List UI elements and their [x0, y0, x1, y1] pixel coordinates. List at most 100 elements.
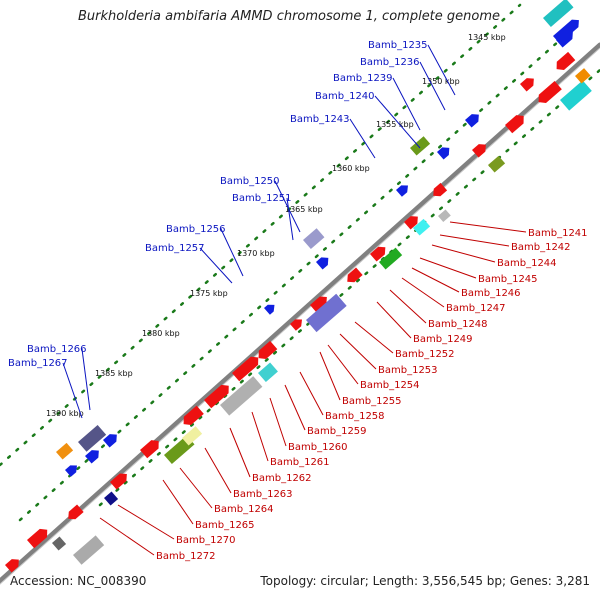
navy-block [104, 491, 119, 506]
red-gene-arrow [538, 80, 562, 104]
red-gene-arrow [347, 267, 363, 283]
feature-block [73, 535, 105, 565]
gene-arrow [264, 304, 275, 315]
red-gene-arrow [370, 246, 386, 262]
green-block [379, 247, 403, 270]
feature-block [303, 228, 325, 250]
grey-block [73, 535, 105, 565]
reverse-leader-line [411, 267, 460, 293]
cyan-block [413, 218, 431, 236]
reverse-leader-line [376, 301, 412, 339]
blue-gene-arrow [65, 465, 78, 477]
gene-arrow [538, 80, 562, 104]
reverse-gene-label: Bamb_1270 [176, 535, 236, 546]
red-gene-arrow [556, 51, 576, 71]
blue-gene-arrow [465, 114, 479, 128]
gene-arrow [103, 434, 117, 448]
topology-text: Topology: circular; Length: 3,556,545 bp… [260, 574, 590, 588]
reverse-leader-line [389, 289, 427, 324]
scale-tick-label: 1370 kbp [237, 249, 275, 258]
reverse-gene-label: Bamb_1258 [325, 411, 385, 422]
red-gene-arrow [258, 340, 278, 360]
grey-block [438, 209, 451, 223]
olive-block [488, 155, 506, 173]
reverse-leader-line [354, 321, 394, 354]
forward-leader-line [220, 228, 244, 277]
reverse-gene-label: Bamb_1245 [478, 274, 538, 285]
forward-leader-line [199, 247, 233, 284]
gene-arrow [258, 340, 278, 360]
reverse-leader-line [284, 384, 306, 431]
gene-arrow [472, 144, 486, 158]
blue-gene-arrow [437, 147, 450, 160]
gene-arrow [465, 114, 479, 128]
accession-text: Accession: NC_008390 [10, 574, 147, 588]
features [5, 0, 592, 573]
purple-block [78, 424, 107, 452]
red-gene-arrow [183, 405, 204, 426]
scale-tick-label: 1360 kbp [332, 164, 370, 173]
red-gene-arrow [520, 78, 534, 92]
gene-arrow [556, 31, 573, 48]
gene-arrow [370, 246, 386, 262]
red-gene-arrow [5, 559, 19, 573]
reverse-gene-label: Bamb_1263 [233, 489, 293, 500]
forward-leader-line [81, 348, 91, 411]
reverse-leader-line [229, 427, 251, 478]
reverse-leader-line [431, 244, 496, 263]
forward-gene-label: Bamb_1235 [368, 40, 428, 51]
reverse-leader-line [401, 277, 445, 308]
gene-arrow [232, 356, 259, 382]
reverse-gene-label: Bamb_1260 [288, 442, 348, 453]
forward-gene-label: Bamb_1236 [360, 57, 420, 68]
gene-arrow [85, 450, 99, 464]
gene-arrow [520, 78, 534, 92]
feature-block [488, 155, 506, 173]
gene-arrow [68, 504, 84, 520]
red-gene-arrow [110, 473, 127, 490]
red-gene-arrow [404, 216, 418, 230]
gene-arrow [556, 51, 576, 71]
blue-gene-arrow [396, 185, 409, 197]
red-gene-arrow [204, 384, 229, 409]
scale-tick-label: 1380 kbp [142, 329, 180, 338]
forward-gene-label: Bamb_1267 [8, 358, 68, 369]
reverse-leader-line [319, 351, 341, 401]
reverse-gene-label: Bamb_1248 [428, 319, 488, 330]
scale-tick-label: 1375 kbp [190, 289, 228, 298]
gene-arrow [183, 405, 204, 426]
forward-leader-line [419, 61, 446, 111]
scale-tick-label: 1345 kbp [468, 33, 506, 42]
reverse-gene-label: Bamb_1247 [446, 303, 506, 314]
feature-block [438, 209, 451, 223]
reverse-gene-label: Bamb_1265 [195, 520, 255, 531]
reverse-leader-line [449, 221, 527, 233]
feature-block [379, 247, 403, 270]
red-gene-arrow [472, 144, 486, 158]
blue-gene-arrow [85, 450, 99, 464]
gene-arrow [204, 384, 229, 409]
reverse-leader-line [327, 344, 359, 385]
orange-block [575, 68, 591, 84]
gene-arrow [316, 257, 329, 270]
reverse-gene-label: Bamb_1249 [413, 334, 473, 345]
feature-block [560, 80, 592, 111]
olive-block [410, 136, 431, 156]
lavender-block [303, 228, 325, 250]
reverse-leader-line [439, 234, 510, 247]
reverse-leader-line [204, 447, 232, 494]
red-gene-arrow [505, 115, 524, 134]
reverse-gene-label: Bamb_1241 [528, 228, 588, 239]
reverse-gene-label: Bamb_1255 [342, 396, 402, 407]
forward-leader-line [427, 44, 456, 96]
grey-block [220, 376, 263, 416]
gene-arrow [310, 296, 327, 313]
feature-block [182, 426, 203, 446]
forward-gene-label: Bamb_1240 [315, 91, 375, 102]
scale-tick-label: 1365 kbp [285, 205, 323, 214]
scale-ticks: 1345 kbp 1350 kbp 1355 kbp 1360 kbp 1365 kbp… [46, 33, 506, 418]
forward-leader-line [392, 77, 421, 131]
gene-arrow [404, 216, 418, 230]
red-gene-arrow [310, 296, 327, 313]
